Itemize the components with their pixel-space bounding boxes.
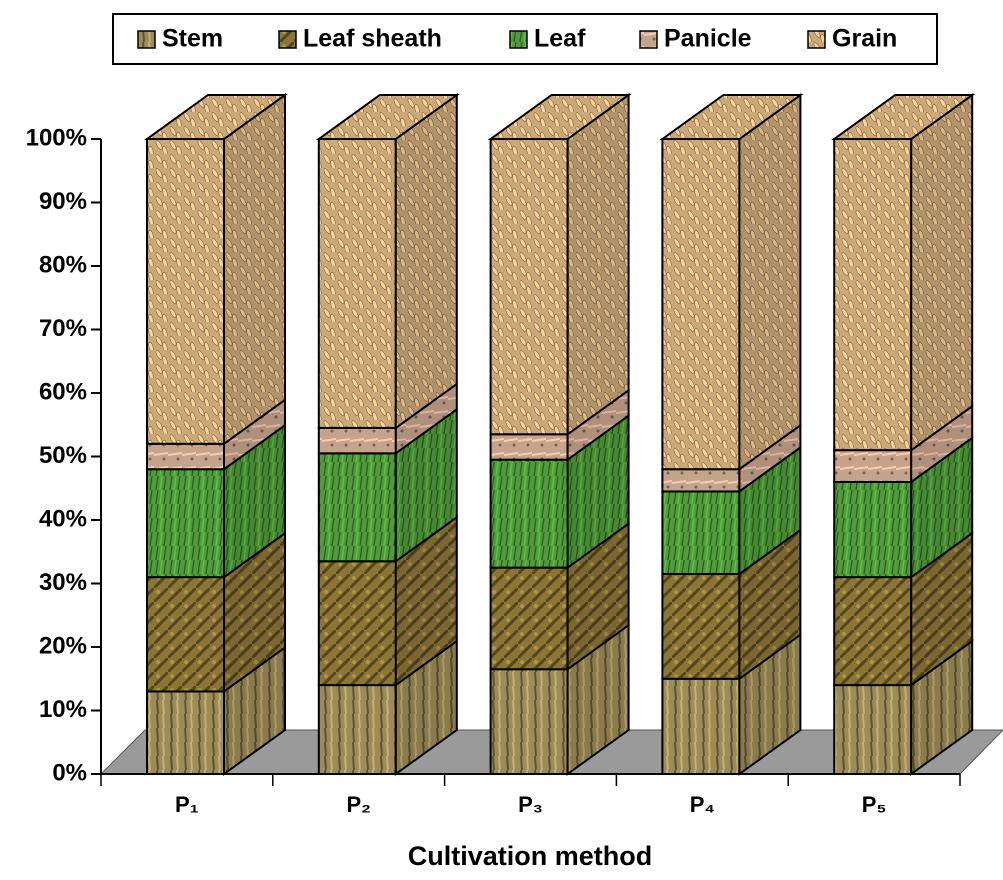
bar-segment [833, 449, 913, 483]
y-tick-label: 10% [39, 696, 87, 723]
bar-top [831, 94, 976, 140]
y-tick-label: 0% [52, 759, 87, 786]
legend-swatch [807, 30, 826, 49]
side-shade [739, 425, 801, 492]
side-shade [567, 95, 629, 435]
side-shade [739, 529, 801, 679]
y-tick-label: 30% [39, 569, 87, 596]
legend-swatch [278, 30, 297, 49]
bar-segment [661, 490, 741, 575]
bar-top [143, 94, 289, 140]
side-shade [567, 625, 629, 774]
legend-swatch [509, 30, 528, 49]
x-tick-label: P₅ [862, 792, 887, 817]
side-shade [395, 383, 457, 454]
bar-segment [317, 426, 397, 455]
bar-segment [661, 468, 741, 493]
bar-segment [489, 566, 569, 671]
x-tick-label: P₃ [518, 792, 543, 817]
bar-segment [833, 480, 913, 579]
bar-segment [146, 576, 225, 693]
side-shade [224, 533, 285, 692]
bar-segment [146, 690, 225, 776]
side-shade [567, 415, 629, 568]
side-shade [395, 95, 457, 428]
bar-top [487, 94, 632, 140]
y-tick-label: 100% [26, 124, 87, 151]
side-shade [224, 399, 285, 470]
bar-segment [833, 684, 913, 775]
bar-segment [317, 560, 397, 687]
bar-segment [317, 452, 397, 563]
bar-segment [489, 433, 569, 461]
side-shade [739, 95, 801, 470]
y-tick-label: 40% [39, 505, 87, 532]
bar-segment [661, 572, 741, 680]
bar-segment [146, 442, 225, 471]
side-shade [567, 390, 629, 460]
bar-top [315, 94, 460, 140]
bar-segment [146, 468, 225, 579]
side-shade [911, 533, 973, 686]
y-tick-label: 50% [39, 442, 87, 469]
y-tick-label: 90% [39, 188, 87, 215]
x-tick-label: P₂ [346, 792, 370, 817]
side-shade [395, 517, 457, 686]
y-tick-label: 20% [39, 632, 87, 659]
x-tick-label: P₄ [690, 792, 715, 817]
x-tick-label: P₁ [175, 792, 199, 817]
legend-swatch [137, 30, 156, 49]
legend-label: Leaf [534, 25, 586, 53]
bar-segment [489, 458, 569, 569]
legend-label: Grain [832, 25, 897, 53]
y-tick-label: 70% [39, 315, 87, 342]
bar-segment [489, 138, 569, 436]
side-shade [224, 425, 285, 578]
side-shade [739, 634, 801, 774]
legend-label: Stem [162, 25, 223, 53]
x-axis-label: Cultivation method [408, 841, 653, 871]
bar-segment [146, 138, 225, 445]
legend-swatch [639, 30, 658, 49]
y-tick-label: 80% [39, 251, 87, 278]
bar-segment [317, 684, 397, 775]
side-shade [911, 95, 973, 451]
bar-segment [833, 138, 913, 452]
bar-segment [489, 668, 569, 775]
side-shade [911, 437, 973, 578]
bar-segment [833, 576, 913, 687]
side-shade [911, 406, 973, 482]
bar-segment [661, 138, 741, 471]
bar-top [659, 94, 804, 140]
side-shade [224, 647, 285, 774]
legend-label: Leaf sheath [303, 25, 442, 53]
legend-label: Panicle [664, 25, 752, 53]
side-shade [739, 447, 801, 574]
y-tick-label: 60% [39, 378, 87, 405]
side-shade [395, 409, 457, 562]
side-shade [567, 523, 629, 670]
bar-segment [661, 677, 741, 775]
side-shade [224, 95, 285, 444]
bar-segment [317, 138, 397, 429]
